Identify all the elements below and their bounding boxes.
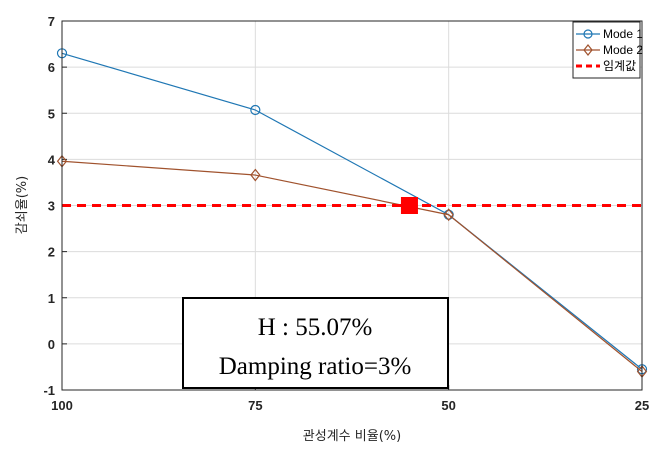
y-tick-label: 0 — [48, 337, 55, 352]
y-tick-label: 2 — [48, 245, 55, 260]
annotation-frame — [182, 297, 449, 389]
x-axis-label: 관성계수 비율(%) — [303, 429, 401, 444]
annotation-line-1: H : 55.07% — [258, 314, 373, 341]
legend-marker-mode-2 — [583, 44, 593, 56]
y-tick-label: 5 — [48, 106, 55, 121]
data-point-mode-2 — [250, 168, 261, 182]
y-tick-label: -1 — [43, 383, 55, 398]
highlight-point — [400, 197, 418, 214]
legend-label-mode-2: Mode 2 — [603, 43, 643, 57]
y-tick-label: 6 — [48, 60, 55, 75]
x-tick-label: 50 — [441, 398, 455, 413]
data-point-mode-1 — [250, 104, 261, 116]
series-line-mode-1 — [61, 52, 643, 370]
legend-marker-mode-1 — [583, 29, 593, 39]
y-tick-labels: -1 0 1 2 3 4 5 6 7 — [43, 14, 55, 398]
series-line-mode-2 — [61, 160, 643, 373]
y-tick-label: 1 — [48, 291, 55, 306]
series-lines — [56, 48, 648, 379]
y-tick-label: 4 — [48, 152, 56, 167]
y-tick-label: 7 — [48, 14, 55, 29]
annotation-line-2: Damping ratio=3% — [219, 353, 412, 380]
x-tick-label: 25 — [635, 398, 649, 413]
x-tick-label: 75 — [248, 398, 262, 413]
x-tick-labels: 100 75 50 25 — [51, 398, 649, 413]
data-point-mode-2 — [443, 208, 454, 222]
annotation-box: H : 55.07% Damping ratio=3% — [182, 297, 449, 389]
legend-label-mode-1: Mode 1 — [603, 27, 643, 41]
y-axis-label: 감쇠율(%) — [15, 176, 30, 234]
plot-frame — [61, 20, 643, 391]
x-tick-label: 100 — [51, 398, 73, 413]
legend-label-threshold: 임계값 — [603, 59, 636, 73]
legend: Mode 1 Mode 2 임계값 — [572, 21, 643, 79]
y-tick-label: 3 — [48, 199, 55, 214]
